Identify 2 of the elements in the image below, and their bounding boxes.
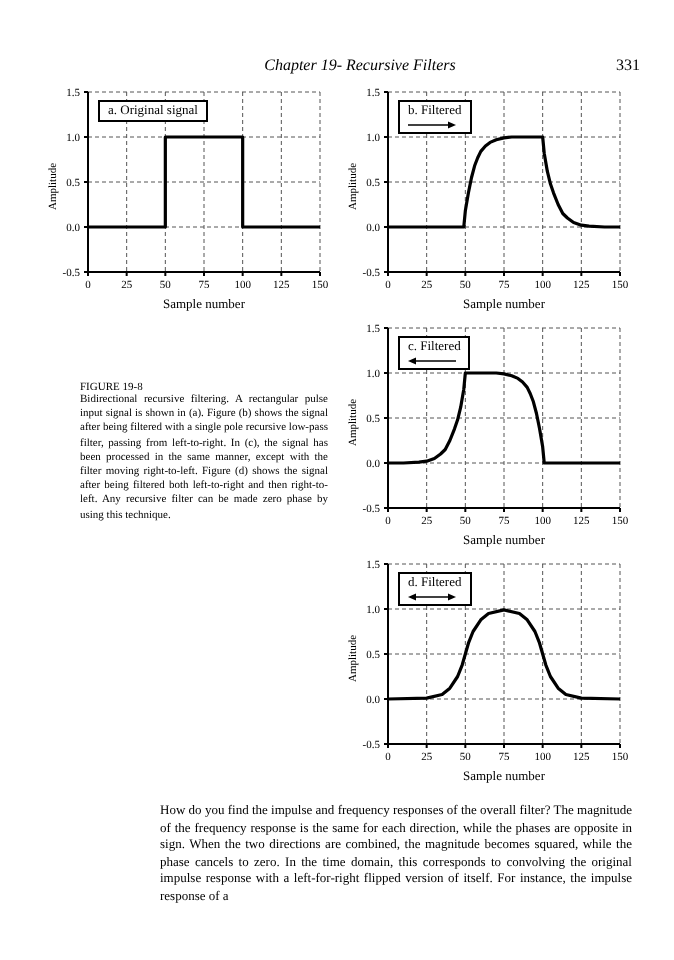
text: Chapter 19- Recursive Filters (262, 56, 458, 74)
text: 331 (614, 56, 640, 74)
